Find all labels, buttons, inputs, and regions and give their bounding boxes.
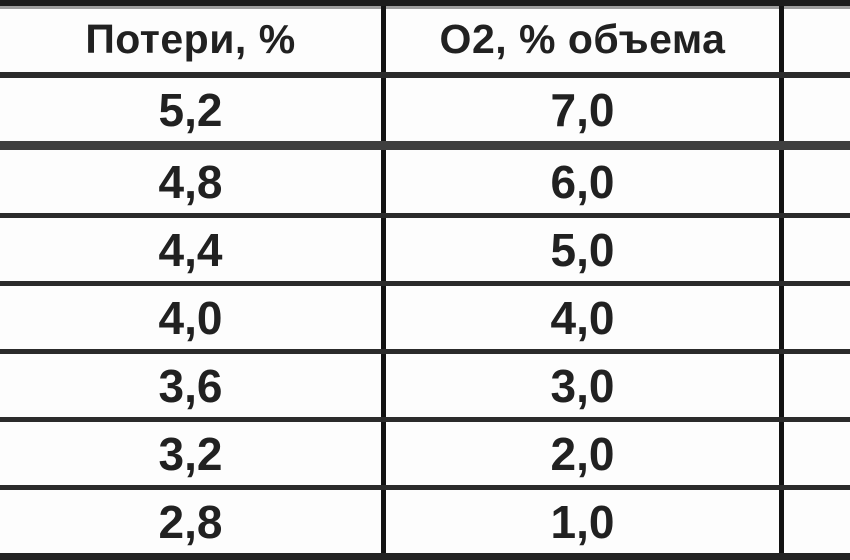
- loss-value-cell: 4,8: [158, 155, 223, 208]
- loss-value-cell: 3,6: [158, 359, 223, 412]
- table-row: 3,6 3,0: [0, 354, 850, 422]
- empty-cell: [779, 150, 850, 213]
- empty-cell: [779, 78, 850, 141]
- column-header-extra: [779, 6, 850, 72]
- table-row: 5,2 7,0: [0, 78, 850, 150]
- o2-value-cell: 1,0: [381, 490, 779, 553]
- empty-cell: [779, 218, 850, 281]
- o2-value-cell: 6,0: [381, 150, 779, 213]
- empty-cell: [779, 286, 850, 349]
- table-row: 3,2 2,0: [0, 422, 850, 490]
- table-row: 4,8 6,0: [0, 150, 850, 218]
- table-header-row: Потери, % О2, % объема: [0, 6, 850, 78]
- loss-value-cell: 4,4: [158, 223, 223, 276]
- table-body: 5,2 7,0 4,8 6,0 4,4 5,0 4,0 4,0 3,6 3,0 …: [0, 78, 850, 560]
- o2-value-cell: 2,0: [381, 422, 779, 485]
- o2-value-cell: 7,0: [381, 78, 779, 141]
- empty-cell: [779, 422, 850, 485]
- empty-cell: [779, 354, 850, 417]
- table-row: 4,0 4,0: [0, 286, 850, 354]
- table-row: 4,4 5,0: [0, 218, 850, 286]
- o2-value-cell: 5,0: [381, 218, 779, 281]
- column-header-o2: О2, % объема: [381, 6, 779, 72]
- column-header-losses: Потери, %: [85, 15, 296, 62]
- o2-value-cell: 4,0: [381, 286, 779, 349]
- loss-value-cell: 4,0: [158, 291, 223, 344]
- o2-value-cell: 3,0: [381, 354, 779, 417]
- loss-value-cell: 2,8: [158, 495, 223, 548]
- loss-value-cell: 3,2: [158, 427, 223, 480]
- loss-value-cell: 5,2: [158, 83, 223, 136]
- table-row: 2,8 1,0: [0, 490, 850, 560]
- empty-cell: [779, 490, 850, 553]
